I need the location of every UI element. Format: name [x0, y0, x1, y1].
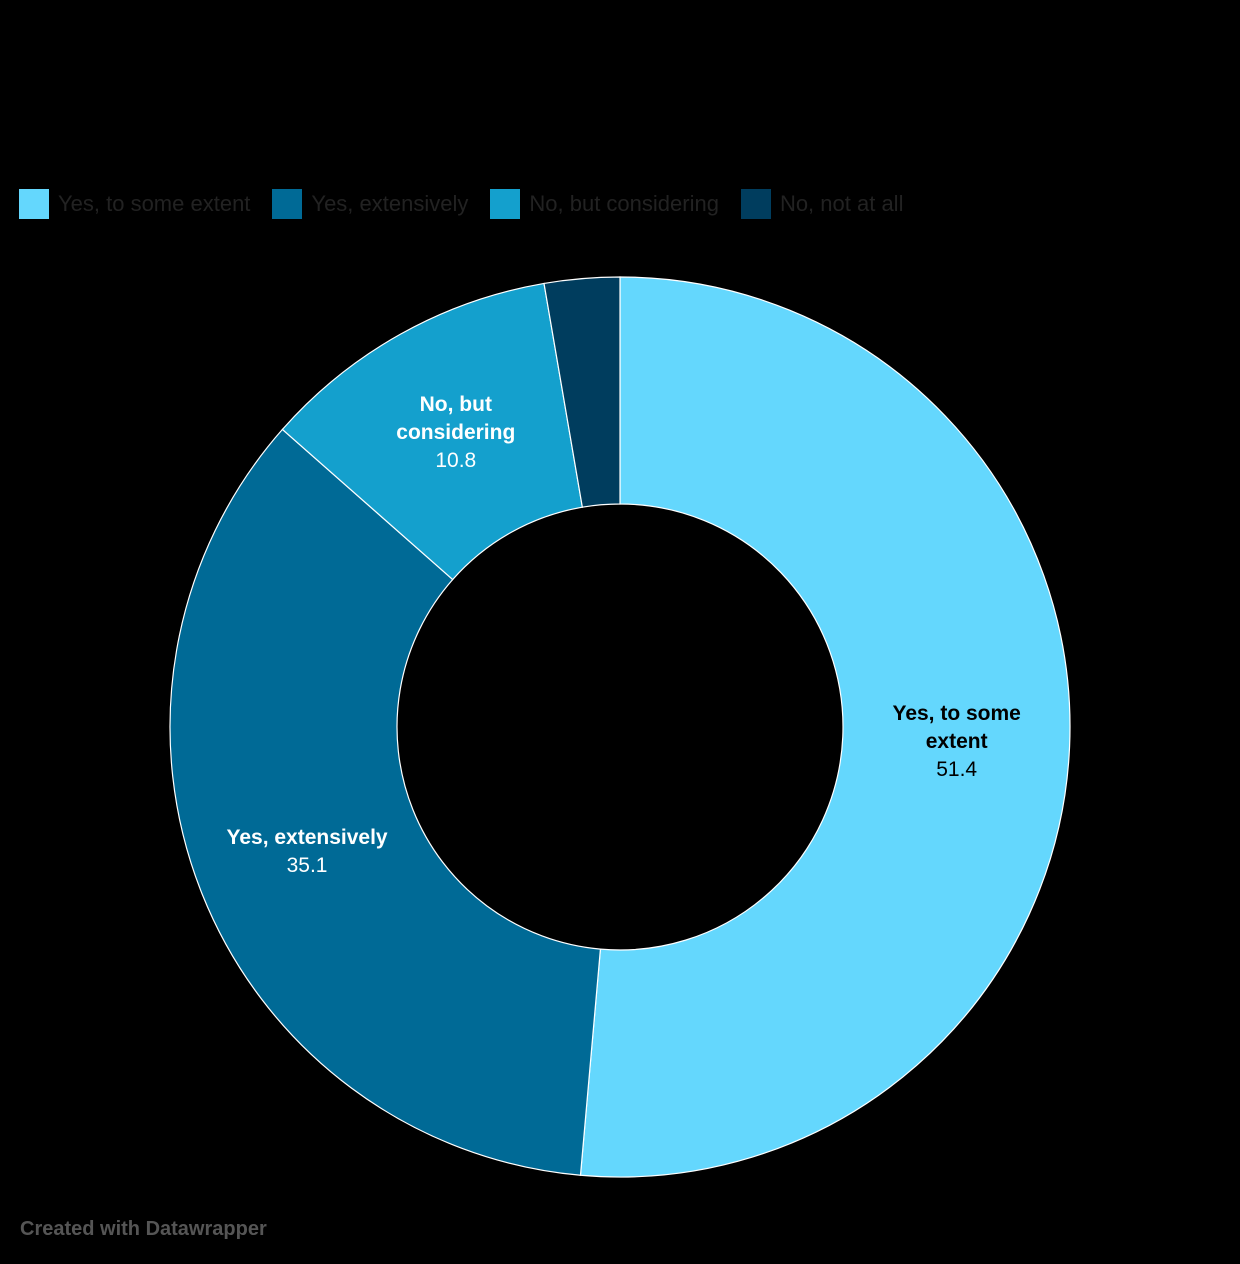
slice-label: No, but considering 10.8 [371, 391, 541, 475]
legend-label: No, but considering [529, 191, 719, 216]
slice-value: 51.4 [936, 757, 978, 781]
legend-swatch [19, 189, 49, 219]
slice-name: No, but considering [396, 392, 516, 444]
slice-value: 35.1 [286, 854, 328, 878]
legend-swatch [490, 189, 521, 219]
slice [543, 276, 621, 508]
slice-label: Yes, extensively 35.1 [222, 824, 392, 880]
slice-name: Yes, extensively [226, 826, 388, 850]
legend-swatch [740, 189, 771, 219]
legend-item: No, not at all [740, 189, 904, 219]
legend-swatch [272, 189, 303, 219]
slice [579, 276, 1071, 1178]
legend-label: No, not at all [779, 191, 904, 216]
slice-value: 10.8 [435, 448, 477, 472]
legend-label: Yes, to some extent [58, 191, 251, 216]
slice [169, 428, 602, 1176]
legend-item: No, but considering [490, 189, 719, 219]
legend-item: Yes, extensively [272, 189, 468, 219]
legend: Yes, to some extent Yes, extensively No, b… [19, 189, 903, 219]
slice [281, 282, 584, 581]
slice-name: Yes, to some extent [892, 701, 1021, 753]
legend-label: Yes, extensively [311, 191, 469, 216]
legend-item: Yes, to some extent [19, 189, 250, 219]
slice-label: Yes, to some extent 51.4 [872, 700, 1042, 784]
footer: Created with Datawrapper [20, 1218, 267, 1240]
